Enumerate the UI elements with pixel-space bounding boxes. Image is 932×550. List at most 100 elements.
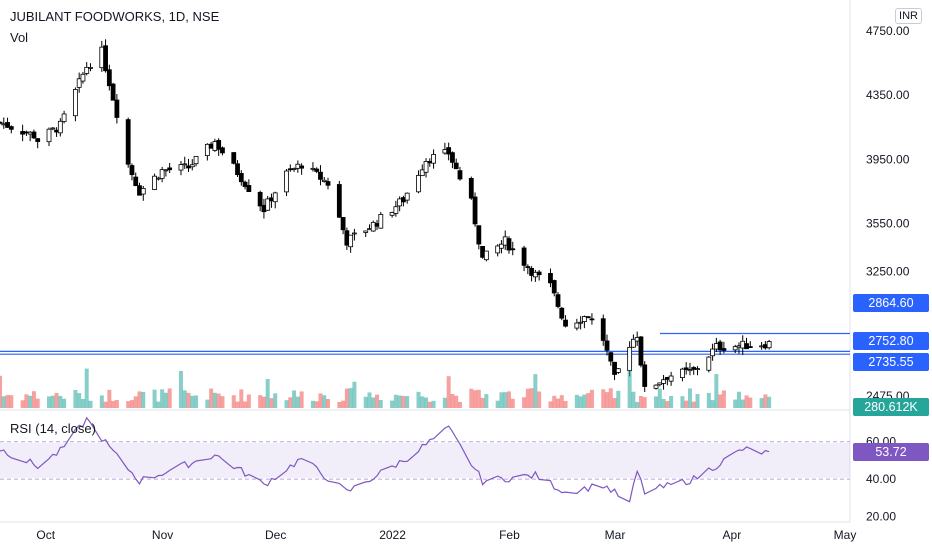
volume-bar (578, 396, 583, 408)
volume-bar (586, 393, 591, 408)
volume-bar (589, 389, 594, 408)
volume-bar (450, 393, 455, 408)
candle-down (106, 69, 112, 87)
volume-label: Vol (10, 30, 29, 45)
volume-bar (344, 388, 349, 408)
volume-bar (20, 400, 25, 408)
volume-bar (367, 392, 372, 408)
volume-bar (299, 391, 304, 408)
time-axis-label: 2022 (379, 528, 406, 542)
volume-bar (160, 389, 165, 408)
volume-bar (205, 399, 210, 408)
volume-bar (84, 368, 89, 408)
candle-up (404, 192, 410, 201)
volume-bar (484, 394, 489, 408)
volume-bar (1, 396, 6, 408)
volume-bar (190, 395, 195, 408)
price-axis-label: 3250.00 (866, 265, 910, 279)
candle-up (163, 169, 169, 172)
candle-up (370, 221, 376, 232)
volume-bar (631, 391, 636, 408)
candle-up (363, 230, 369, 233)
rsi-axis-label: 40.00 (866, 472, 896, 486)
rsi-value-tag: 53.72 (853, 443, 929, 461)
candle-down (472, 196, 478, 225)
volume-bar (431, 400, 436, 408)
candle-up (574, 322, 580, 329)
candle-down (325, 181, 331, 186)
volume-bar (563, 401, 568, 408)
time-axis-label: Mar (605, 528, 626, 542)
volume-bar (533, 374, 538, 408)
volume-bar (476, 389, 481, 408)
volume-bar (612, 398, 617, 408)
volume-bar (454, 395, 459, 408)
volume-bar (446, 376, 451, 408)
volume-bar (740, 399, 745, 408)
candle-up (178, 164, 184, 171)
candle-down (125, 119, 131, 165)
time-axis-label: Nov (152, 528, 173, 542)
volume-bar (129, 400, 134, 408)
volume-bar (99, 395, 104, 408)
candle-down (133, 176, 139, 186)
price-axis-label: 4750.00 (866, 24, 910, 38)
candle-up (46, 128, 52, 143)
volume-bar (736, 391, 741, 408)
price-tag-support-lower: 2735.55 (853, 353, 929, 371)
candle-up (419, 169, 425, 177)
candle-down (525, 266, 531, 268)
volume-bar (718, 394, 723, 408)
volume-bar (35, 398, 40, 408)
candle-down (563, 319, 568, 327)
candle-down (167, 167, 173, 171)
volume-bar (691, 401, 696, 408)
volume-bar (503, 392, 508, 408)
candle-up (687, 369, 693, 372)
volume-bar (687, 388, 692, 408)
candle-up (423, 161, 429, 173)
candle-up (204, 143, 210, 157)
volume-bar (556, 398, 560, 408)
candle-down (246, 185, 252, 192)
volume-bar (378, 399, 383, 408)
volume-bar (552, 395, 557, 408)
volume-bar (582, 394, 587, 408)
volume-bar (194, 395, 199, 408)
volume-bar (265, 379, 270, 408)
time-axis-label: Apr (723, 528, 742, 542)
candle-up (182, 163, 188, 166)
volume-bar (506, 391, 511, 408)
candle-down (0, 121, 3, 124)
volume-bar (375, 394, 380, 408)
candle-down (683, 367, 689, 370)
volume-bar (522, 397, 527, 408)
candle-down (747, 346, 753, 348)
candle-up (627, 346, 633, 371)
volume-bar (401, 395, 406, 408)
volume-bar (182, 390, 187, 408)
volume-bar (548, 401, 553, 408)
candle-up (284, 170, 289, 193)
currency-badge[interactable]: INR (895, 8, 922, 24)
volume-bar (635, 401, 640, 408)
candle-up (680, 368, 685, 379)
candle-down (510, 248, 516, 251)
volume-bar (393, 394, 398, 408)
volume-bar (77, 393, 82, 408)
candle-down (721, 348, 727, 351)
volume-bar (243, 401, 248, 408)
time-axis-label: Oct (36, 528, 55, 542)
volume-bar (748, 397, 753, 408)
candle-down (559, 307, 565, 319)
volume-bar (642, 397, 647, 408)
candle-down (235, 163, 240, 175)
candle-up (578, 321, 584, 324)
volume-bar (371, 397, 376, 408)
volume-bar (420, 396, 425, 408)
candle-up (657, 382, 663, 386)
volume-bar (212, 392, 217, 408)
volume-bar (469, 388, 474, 408)
volume-bar (47, 396, 52, 408)
